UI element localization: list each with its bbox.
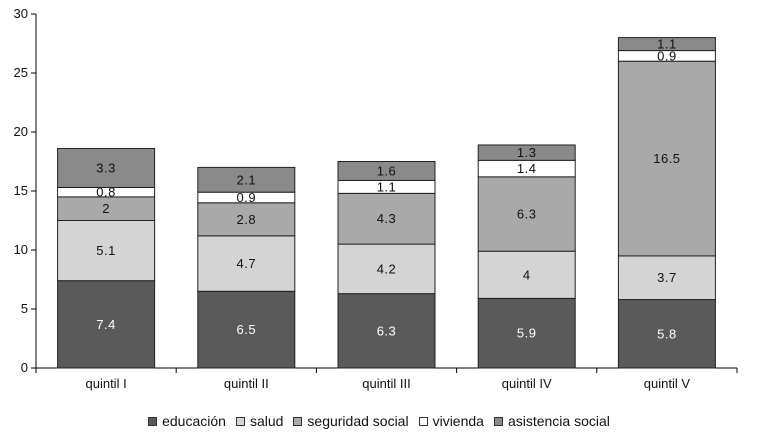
legend-item: vivienda <box>418 413 484 429</box>
legend-swatch <box>235 416 245 426</box>
legend-label: seguridad social <box>307 413 409 429</box>
bar-value-label: 6.3 <box>377 323 397 338</box>
legend-label: salud <box>249 413 284 429</box>
bar-segment <box>617 60 716 257</box>
bar-value-label: 1.1 <box>657 37 677 52</box>
y-tick-label: 30 <box>14 6 28 21</box>
x-category-label: quintil V <box>644 376 691 391</box>
bar-value-label: 5.8 <box>657 326 677 341</box>
legend-swatch <box>293 416 303 426</box>
bar-value-label: 0.9 <box>237 190 257 205</box>
legend-item: educación <box>148 413 226 429</box>
legend-item: seguridad social <box>293 413 409 429</box>
bar-segment <box>337 192 436 245</box>
bar-segment <box>57 148 156 188</box>
bar-value-label: 6.3 <box>517 207 537 222</box>
legend: educación salud seguridad social vivienda as… <box>0 410 758 432</box>
bar-value-label: 3.3 <box>96 160 116 175</box>
y-axis: 0 5 10 15 20 25 30 <box>14 6 37 375</box>
bar-value-label: 4.2 <box>377 261 397 276</box>
bar-value-label: 7.4 <box>96 317 116 332</box>
bar-segment <box>617 37 716 52</box>
bar-value-label: 6.5 <box>237 322 257 337</box>
bar-segment <box>57 220 156 282</box>
bar-value-label: 1.3 <box>517 145 537 160</box>
bar-segment <box>197 166 296 193</box>
legend-swatch <box>493 416 503 426</box>
bar-segment <box>477 297 576 369</box>
legend-label: educación <box>162 413 226 429</box>
y-tick-label: 20 <box>14 124 28 139</box>
legend-swatch <box>418 416 428 426</box>
x-category-label: quintil III <box>362 376 410 391</box>
bar-value-label: 5.1 <box>96 243 116 258</box>
bar-value-label: 2.1 <box>237 172 257 187</box>
bar-value-label: 4 <box>523 267 531 282</box>
legend-item: asistencia social <box>493 413 610 429</box>
bar-segment <box>337 243 436 295</box>
bar-value-label: 16.5 <box>653 151 680 166</box>
bar-value-label: 2.8 <box>237 212 257 227</box>
bar-segment <box>477 144 576 161</box>
x-category-label: quintil I <box>85 376 126 391</box>
legend-label: asistencia social <box>507 413 610 429</box>
bar-segment <box>337 293 436 369</box>
bar-value-label: 5.9 <box>517 326 537 341</box>
y-tick-label: 0 <box>21 360 28 375</box>
bar-value-label: 0.8 <box>96 185 116 200</box>
bar-value-label: 2 <box>102 201 110 216</box>
bar-value-label: 3.7 <box>657 270 677 285</box>
bar-segment <box>337 161 436 181</box>
bar-value-label: 1.1 <box>377 179 397 194</box>
y-tick-label: 5 <box>21 301 28 316</box>
bar-value-label: 0.9 <box>657 48 677 63</box>
legend-label: vivienda <box>432 413 484 429</box>
y-tick-label: 25 <box>14 65 28 80</box>
legend-item: salud <box>235 413 284 429</box>
legend-swatch <box>148 416 158 426</box>
bar-value-label: 1.6 <box>377 163 397 178</box>
bar-segment <box>57 280 156 369</box>
y-tick-label: 10 <box>14 242 28 257</box>
bar-segment <box>477 176 576 252</box>
bar-segment <box>477 250 576 299</box>
bar-segment <box>617 255 716 301</box>
x-axis: quintil I quintil II quintil III quintil IV… <box>35 367 738 391</box>
x-category-label: quintil IV <box>502 376 552 391</box>
bar-value-label: 4.3 <box>377 211 397 226</box>
bar-segment <box>197 290 296 369</box>
bar-segment <box>617 299 716 369</box>
y-tick-label: 15 <box>14 183 28 198</box>
x-category-label: quintil II <box>224 376 269 391</box>
bars-group: 7.4 5.1 20.8 3.3 6.5 4.7 2.8 0.9 2.1 6.3 4.2 4.3 1.1… <box>57 37 716 369</box>
bar-value-label: 1.4 <box>517 161 537 176</box>
bar-segment <box>197 235 296 292</box>
bar-value-label: 4.7 <box>237 256 257 271</box>
